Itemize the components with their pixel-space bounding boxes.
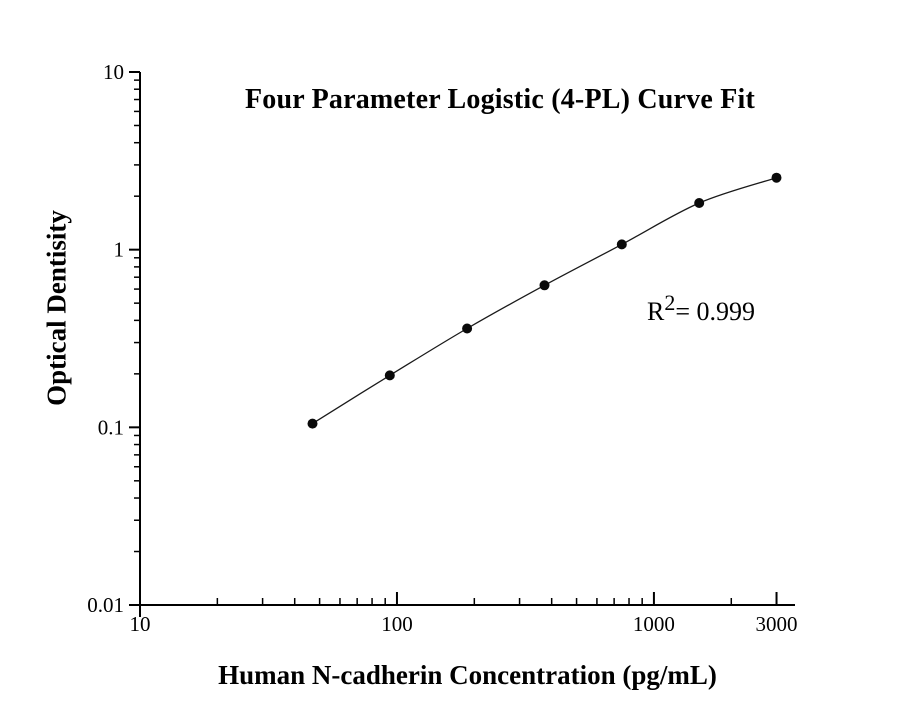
y-tick-label: 0.01 bbox=[87, 593, 124, 617]
y-tick-label: 1 bbox=[114, 238, 125, 262]
x-tick-label: 3000 bbox=[756, 612, 798, 636]
data-point bbox=[771, 172, 782, 183]
r-squared-value: = 0.999 bbox=[675, 297, 756, 326]
r-squared-superscript: 2 bbox=[664, 290, 676, 315]
r-squared-base: R bbox=[647, 297, 665, 326]
x-tick-label: 100 bbox=[381, 612, 413, 636]
data-point bbox=[616, 239, 627, 250]
r-squared-annotation: R2= 0.999 bbox=[647, 290, 756, 327]
data-point bbox=[694, 198, 705, 208]
data-point bbox=[307, 418, 318, 429]
y-tick-label: 10 bbox=[103, 60, 124, 84]
x-tick-label: 1000 bbox=[633, 612, 675, 636]
x-axis-label: Human N-cadherin Concentration (pg/mL) bbox=[218, 660, 717, 690]
data-point bbox=[462, 323, 473, 334]
data-point bbox=[384, 370, 395, 381]
chart-title: Four Parameter Logistic (4-PL) Curve Fit bbox=[244, 84, 756, 115]
x-tick-label: 10 bbox=[130, 612, 151, 636]
y-tick-label: 0.1 bbox=[98, 415, 124, 439]
data-point bbox=[539, 280, 550, 291]
